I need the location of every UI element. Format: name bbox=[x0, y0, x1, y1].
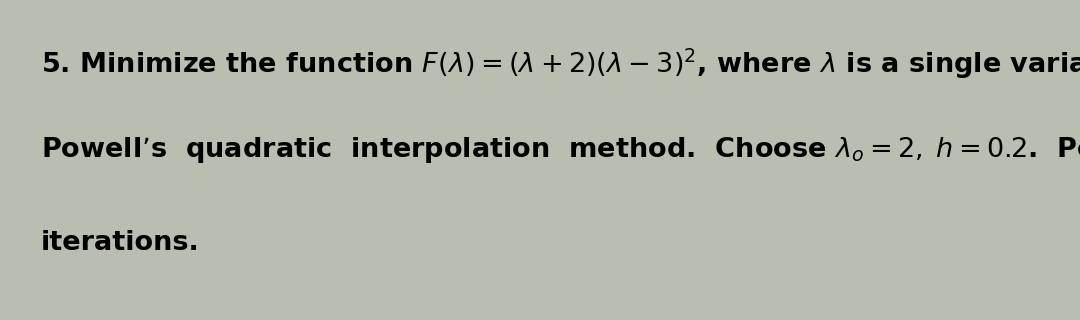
Text: Powell’s  quadratic  interpolation  method.  Choose $\lambda_o = 2,\; h = 0.2$. : Powell’s quadratic interpolation method.… bbox=[41, 135, 1080, 165]
Text: iterations.: iterations. bbox=[41, 230, 200, 256]
Text: 5. Minimize the function $F(\lambda) = (\lambda + 2)(\lambda - 3)^2$, where $\la: 5. Minimize the function $F(\lambda) = (… bbox=[41, 47, 1080, 81]
